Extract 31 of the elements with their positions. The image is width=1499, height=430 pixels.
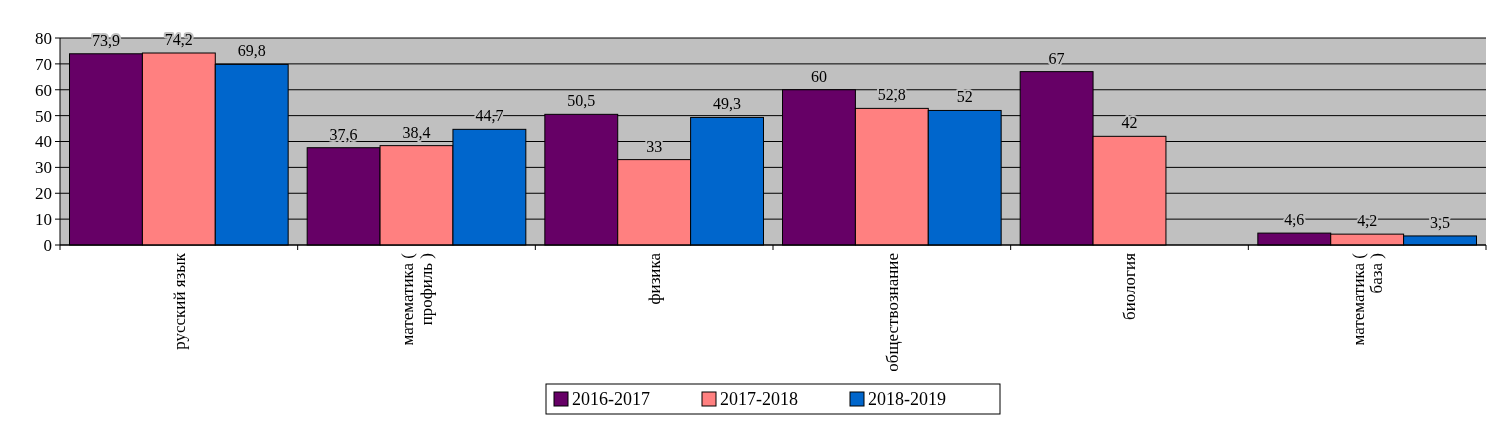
data-label: 60 [810, 67, 827, 85]
data-label: 33 [646, 137, 663, 155]
legend-label: 2017-2018 [720, 389, 798, 409]
x-tick-label: математика ( профиль ) [398, 252, 436, 346]
data-label: 74,2 [164, 31, 193, 49]
y-tick-label: 30 [35, 158, 52, 178]
x-tick-label: математика ( база ) [1348, 252, 1387, 346]
y-tick-label: 50 [35, 106, 52, 126]
data-label: 42 [1121, 114, 1138, 132]
x-tick-label: физика [645, 252, 665, 305]
legend-label: 2018-2019 [868, 389, 946, 409]
y-tick-label: 80 [35, 28, 52, 48]
x-tick-label: биология [1120, 252, 1140, 320]
data-label: 38,4 [402, 123, 431, 141]
y-tick-label: 70 [35, 54, 52, 74]
data-label: 52 [956, 88, 973, 106]
x-tick-label: обществознание [882, 253, 902, 372]
data-label: 50,5 [567, 92, 596, 110]
data-label: 67 [1048, 49, 1065, 67]
data-label: 52,8 [877, 86, 906, 104]
y-tick-label: 20 [35, 184, 52, 204]
y-tick-label: 0 [43, 235, 52, 255]
legend-label: 2016-2017 [572, 389, 650, 409]
y-tick-label: 10 [35, 210, 52, 230]
data-label: 69,8 [237, 42, 266, 60]
data-label: 73,9 [91, 31, 120, 49]
y-tick-label: 60 [35, 80, 52, 100]
y-tick-label: 40 [35, 132, 52, 152]
data-label: 49,3 [713, 95, 742, 113]
x-tick-label: русский язык [169, 252, 189, 350]
data-label: 37,6 [329, 125, 358, 143]
